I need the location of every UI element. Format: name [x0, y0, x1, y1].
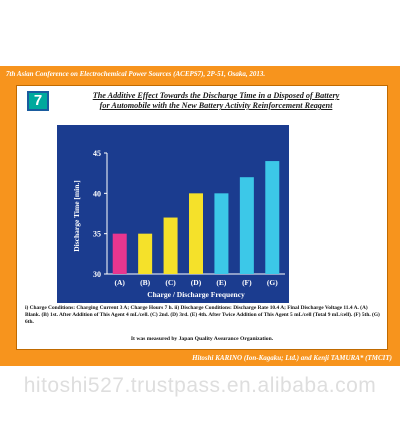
bar-g [265, 161, 280, 274]
y-tick-labels: 30 35 40 45 [93, 149, 107, 279]
x-tick-label: (F) [242, 278, 252, 287]
measured-by-note: It was measured by Japan Quality Assuran… [130, 336, 274, 342]
y-tick-label: 40 [93, 189, 101, 198]
y-tick-label: 30 [93, 270, 101, 279]
x-tick-labels: (A) (B) (C) (D) (E) (F) (G) [115, 278, 279, 287]
bar-f [239, 177, 254, 274]
bar-a [112, 233, 127, 274]
y-tick-label: 45 [93, 149, 101, 158]
bar-e [214, 193, 229, 274]
plot-area [57, 125, 289, 303]
x-tick-label: (A) [115, 278, 126, 287]
y-axis-label: Discharge Time [min.] [72, 180, 81, 252]
bar-d [189, 193, 203, 274]
experiment-notes: i) Charge Conditions: Charging Current 3… [25, 305, 380, 325]
bar-b [138, 233, 153, 274]
bar-chart: Discharge Time [min.] Charge / Discharge… [57, 125, 289, 303]
title-line-2: for Automobile with the New Battery Acti… [99, 101, 333, 110]
chart-title: The Additive Effect Towards the Discharg… [17, 91, 387, 111]
watermark: hitoshi527.trustpass.en.alibaba.com [23, 374, 377, 397]
poster-frame: 7th Asian Conference on Electrochemical … [0, 66, 400, 366]
x-tick-label: (C) [165, 278, 176, 287]
conference-caption: 7th Asian Conference on Electrochemical … [6, 70, 266, 78]
x-tick-label: (E) [216, 278, 227, 287]
title-line-1: The Additive Effect Towards the Discharg… [92, 91, 340, 100]
content-panel: 7 The Additive Effect Towards the Discha… [16, 85, 388, 350]
bar-c [163, 217, 178, 274]
bars [112, 161, 280, 274]
section-number-badge: 7 [27, 91, 49, 111]
x-tick-label: (G) [267, 278, 278, 287]
x-tick-label: (D) [191, 278, 202, 287]
authors-caption: Hitoshi KARINO (Ion-Kagaku; Ltd.) and Ke… [192, 354, 392, 362]
x-axis-label: Charge / Discharge Frequency [147, 290, 245, 299]
y-tick-label: 35 [93, 230, 101, 239]
x-tick-label: (B) [140, 278, 151, 287]
